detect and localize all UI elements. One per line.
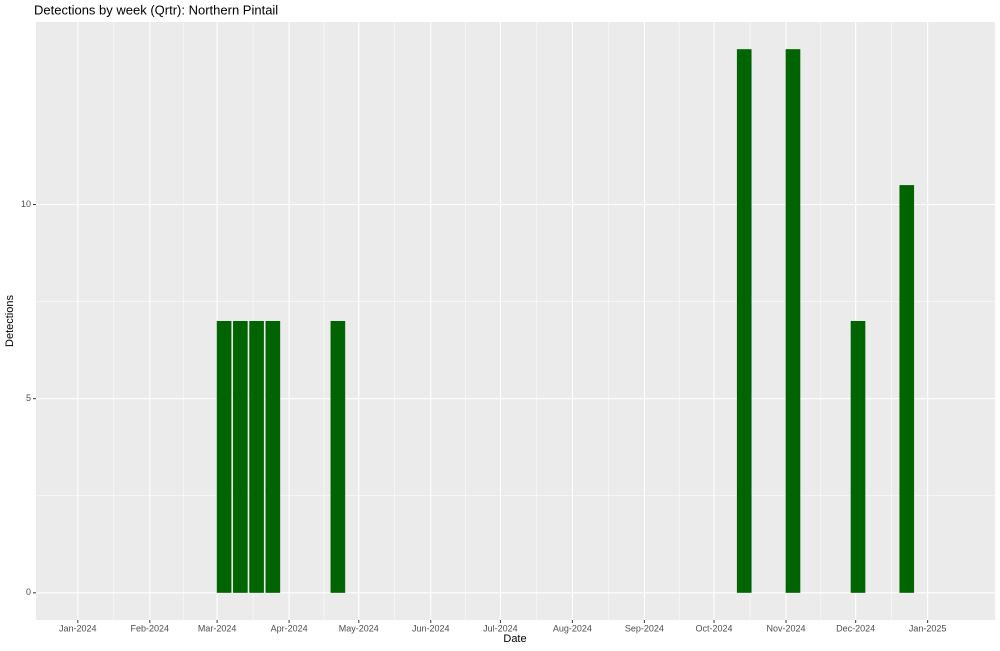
y-tick-label: 0 <box>26 587 31 597</box>
bar <box>233 321 248 593</box>
bar <box>249 321 264 593</box>
x-tick-label: Feb-2024 <box>131 623 170 633</box>
y-axis-label: Detections <box>4 295 16 347</box>
x-axis-label: Date <box>503 633 526 645</box>
x-tick-label: Nov-2024 <box>767 623 806 633</box>
bar <box>899 185 915 593</box>
x-tick-label: Mar-2024 <box>198 623 237 633</box>
x-tick-label: Jul-2024 <box>483 623 518 633</box>
bar <box>330 321 346 593</box>
chart-title: Detections by week (Qrtr): Northern Pint… <box>34 2 278 17</box>
bar <box>785 49 801 593</box>
x-tick-label: Oct-2024 <box>696 623 733 633</box>
x-tick-label: May-2024 <box>339 623 379 633</box>
x-tick-label: Jan-2024 <box>59 623 97 633</box>
x-tick-label: Jan-2025 <box>909 623 947 633</box>
panel <box>36 22 995 620</box>
bar <box>850 321 866 593</box>
bar <box>736 49 752 593</box>
y-tick-label: 5 <box>26 393 31 403</box>
x-tick-label: Apr-2024 <box>271 623 308 633</box>
y-tick-label: 10 <box>21 199 31 209</box>
bar <box>216 321 232 593</box>
x-tick-label: Jun-2024 <box>412 623 450 633</box>
x-tick-label: Dec-2024 <box>836 623 875 633</box>
x-tick-label: Sep-2024 <box>625 623 664 633</box>
x-tick-label: Aug-2024 <box>553 623 592 633</box>
bar <box>265 321 281 593</box>
